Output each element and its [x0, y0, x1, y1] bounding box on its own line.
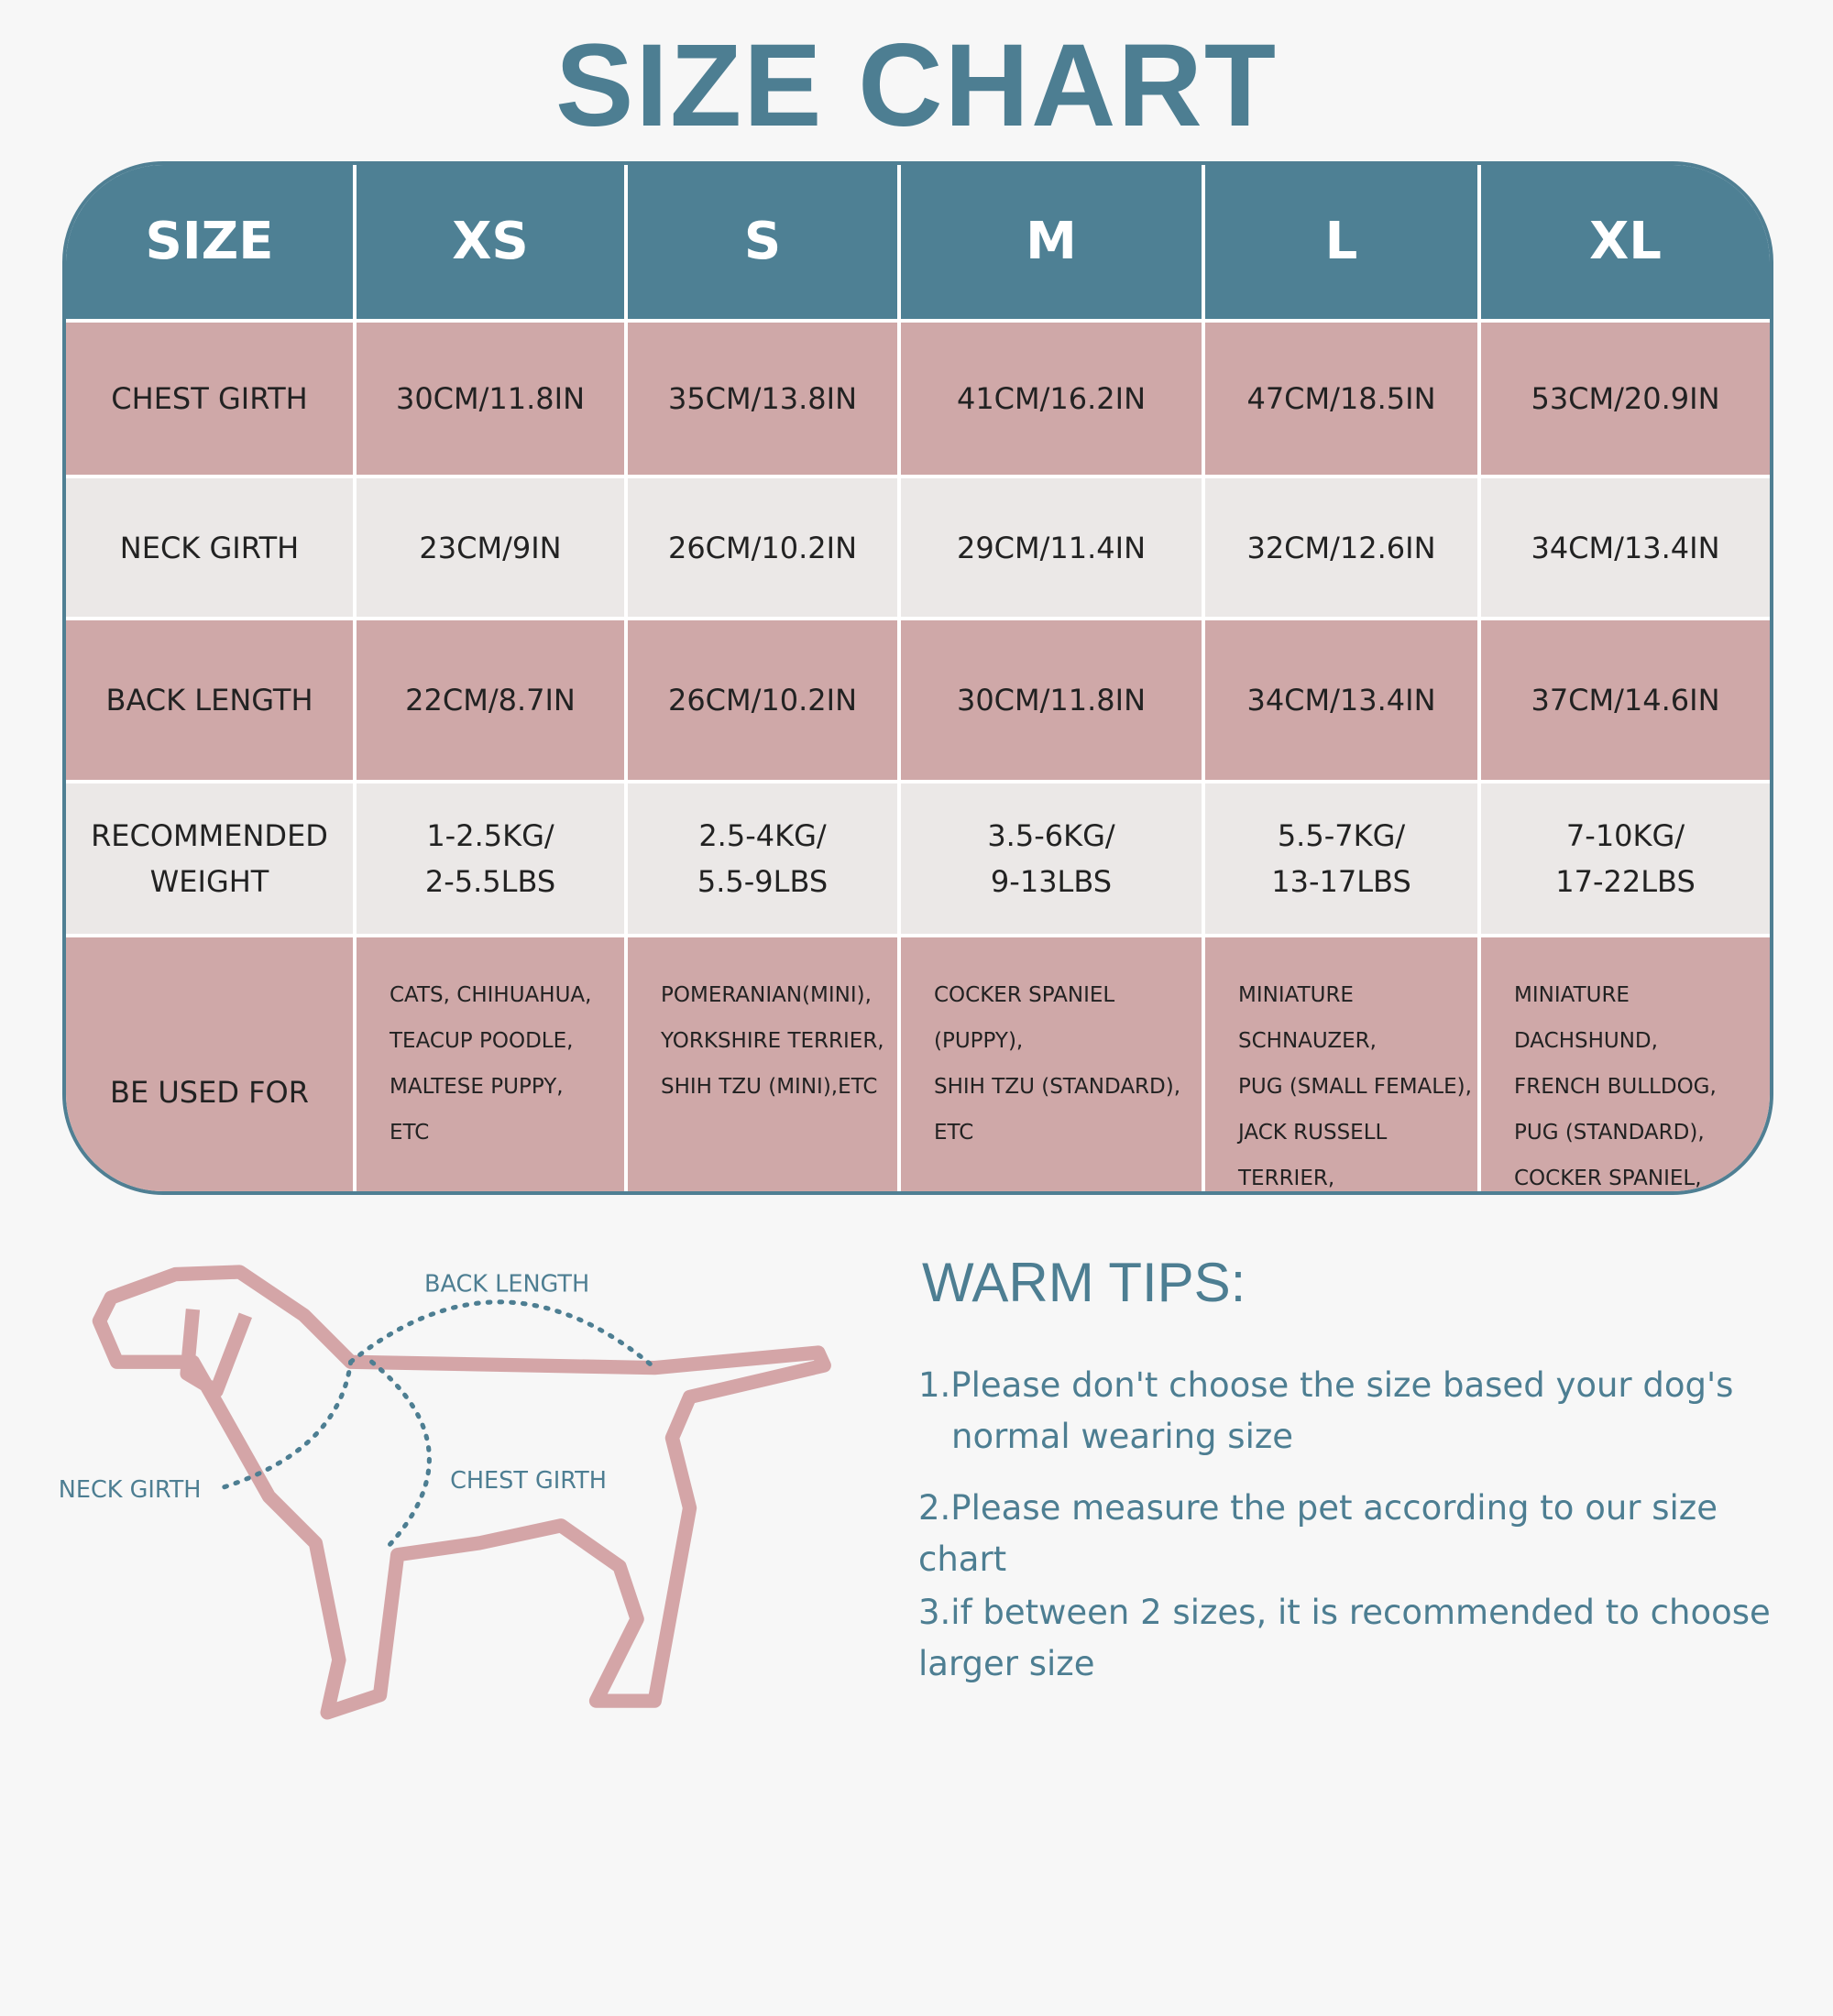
row-label: RECOMMENDED WEIGHT	[66, 783, 353, 934]
header-cell: M	[901, 165, 1202, 319]
cell-line: PUG (STANDARD),	[1514, 1121, 1705, 1145]
cell-line: 29CM/11.4IN	[956, 530, 1147, 565]
row-label: NECK GIRTH	[66, 478, 353, 617]
cell-line: 34CM/13.4IN	[1246, 683, 1436, 718]
chest-girth-label: CHEST GIRTH	[450, 1467, 607, 1495]
cell-line: SHIH TZU (MINI),ETC	[661, 1075, 878, 1099]
header-cell: S	[628, 165, 897, 319]
cell-line: BACK LENGTH	[105, 683, 313, 718]
neck-measure	[222, 1359, 354, 1490]
cell-line: MINIATURE SCHNAUZER,	[1238, 983, 1377, 1053]
cell-line: 37CM/14.6IN	[1531, 683, 1720, 718]
table-cell: 32CM/12.6IN	[1205, 478, 1477, 617]
table-cell: 53CM/20.9IN	[1481, 323, 1770, 475]
header-cell: XL	[1481, 165, 1770, 319]
table-cell: POMERANIAN(MINI), YORKSHIRE TERRIER, SHIH …	[628, 937, 897, 1191]
cell-line: 2-5.5LBS	[424, 864, 556, 899]
page: SIZE CHART SIZE XS S M L XL CHEST GIRTH 30CM/11…	[58, 20, 1773, 1720]
table-cell: 34CM/13.4IN	[1205, 620, 1477, 780]
table-cell: 41CM/16.2IN	[901, 323, 1202, 475]
cell-line: JACK RUSSELL TERRIER,	[1238, 1121, 1388, 1190]
cell-line: 26CM/10.2IN	[667, 683, 858, 718]
table-cell: 26CM/10.2IN	[628, 620, 897, 780]
cell-line: 5.5-7KG/	[1277, 818, 1406, 853]
table-cell: 29CM/11.4IN	[901, 478, 1202, 617]
table-cell: 35CM/13.8IN	[628, 323, 897, 475]
table-cell: 37CM/14.6IN	[1481, 620, 1770, 780]
cell-line: SHIH TZU (STANDARD), ETC	[934, 1075, 1181, 1145]
cell-line: 23CM/9IN	[419, 530, 562, 565]
table-cell: 7-10KG/17-22LBS	[1481, 783, 1770, 934]
cell-line: NECK GIRTH	[119, 530, 300, 565]
table-cell: 26CM/10.2IN	[628, 478, 897, 617]
table-cell: 30CM/11.8IN	[357, 323, 624, 475]
cell-line: WEIGHT	[149, 864, 269, 899]
cell-line: 3.5-6KG/	[987, 818, 1115, 853]
tip: 2.Please measure the pet according to ou…	[918, 1488, 1718, 1579]
table-cell: MINIATURE SCHNAUZER, PUG (SMALL FEMALE), J…	[1205, 937, 1477, 1191]
table-cell: 5.5-7KG/13-17LBS	[1205, 783, 1477, 934]
table-cell: CATS, CHIHUAHUA, TEACUP POODLE, MALTESE PU…	[357, 937, 624, 1191]
cell-line: 47CM/18.5IN	[1246, 381, 1436, 416]
header-cell: L	[1205, 165, 1477, 319]
cell-line: 26CM/10.2IN	[667, 530, 858, 565]
cell-line: BE USED FOR	[110, 1075, 309, 1110]
cell-line: FRENCH BULLDOG,	[1514, 1075, 1717, 1099]
size-table: SIZE XS S M L XL CHEST GIRTH 30CM/11.8IN 35CM/13…	[62, 161, 1773, 1195]
cell-line: 1-2.5KG/	[426, 818, 554, 853]
table-cell: 1-2.5KG/2-5.5LBS	[357, 783, 624, 934]
cell-line: 30CM/11.8IN	[956, 683, 1147, 718]
table-cell: 47CM/18.5IN	[1205, 323, 1477, 475]
cell-line: YORKSHIRE TERRIER,	[661, 1029, 884, 1053]
header-cell: XS	[357, 165, 624, 319]
cell-line: 9-13LBS	[990, 864, 1113, 899]
cell-line: 17-22LBS	[1555, 864, 1696, 899]
cell-line: CHEST GIRTH	[111, 381, 308, 416]
cell-line: CATS, CHIHUAHUA,	[390, 983, 592, 1007]
cell-line: 5.5-9LBS	[697, 864, 829, 899]
cell-line: COCKER SPANIEL (PUPPY),	[934, 983, 1115, 1053]
table-cell: COCKER SPANIEL (PUPPY), SHIH TZU (STANDAR…	[901, 937, 1202, 1191]
table-cell: 3.5-6KG/9-13LBS	[901, 783, 1202, 934]
cell-line: 30CM/11.8IN	[395, 381, 586, 416]
cell-line: MINIATURE DACHSHUND,	[1514, 983, 1658, 1053]
back-length-label: BACK LENGTH	[424, 1271, 589, 1298]
table-cell: 2.5-4KG/5.5-9LBS	[628, 783, 897, 934]
cell-line: RECOMMENDED	[91, 818, 328, 853]
header-cell: SIZE	[66, 165, 353, 319]
row-label: BACK LENGTH	[66, 620, 353, 780]
tip: 1.Please don't choose the size based you…	[918, 1365, 1734, 1456]
cell-line: 35CM/13.8IN	[667, 381, 858, 416]
cell-line: 32CM/12.6IN	[1246, 530, 1436, 565]
cell-line: PUG (SMALL FEMALE),	[1238, 1075, 1472, 1099]
table-cell: 30CM/11.8IN	[901, 620, 1202, 780]
cell-line: MALTESE PUPPY,	[390, 1075, 564, 1099]
tip: 3.if between 2 sizes, it is recommended …	[918, 1593, 1771, 1683]
table-cell: 23CM/9IN	[357, 478, 624, 617]
cell-line: 22CM/8.7IN	[405, 683, 576, 718]
cell-line: POMERANIAN(MINI),	[661, 983, 872, 1007]
table-cell: 22CM/8.7IN	[357, 620, 624, 780]
title: SIZE CHART	[555, 20, 1278, 151]
back-measure	[348, 1299, 657, 1371]
chest-measure	[369, 1359, 432, 1551]
cell-line: 7-10KG/	[1565, 818, 1685, 853]
table-cell: 34CM/13.4IN	[1481, 478, 1770, 617]
cell-line: ETC	[390, 1121, 430, 1145]
row-label: BE USED FOR	[66, 937, 353, 1191]
tips-title: WARM TIPS:	[922, 1252, 1246, 1313]
cell-line: 2.5-4KG/	[698, 818, 827, 853]
dog-outline	[92, 1265, 831, 1720]
cell-line: 53CM/20.9IN	[1531, 381, 1720, 416]
table-cell: MINIATURE DACHSHUND, FRENCH BULLDOG, PUG (…	[1481, 937, 1770, 1191]
cell-line: 34CM/13.4IN	[1531, 530, 1720, 565]
cell-line: 13-17LBS	[1271, 864, 1411, 899]
cell-line: 41CM/16.2IN	[956, 381, 1147, 416]
cell-line: COCKER SPANIEL,	[1514, 1167, 1702, 1190]
dog-diagram: BACK LENGTH NECK GIRTH CHEST GIRTH	[59, 1265, 831, 1720]
neck-girth-label: NECK GIRTH	[59, 1476, 202, 1504]
cell-line: TEACUP POODLE,	[390, 1029, 574, 1053]
row-label: CHEST GIRTH	[66, 323, 353, 475]
